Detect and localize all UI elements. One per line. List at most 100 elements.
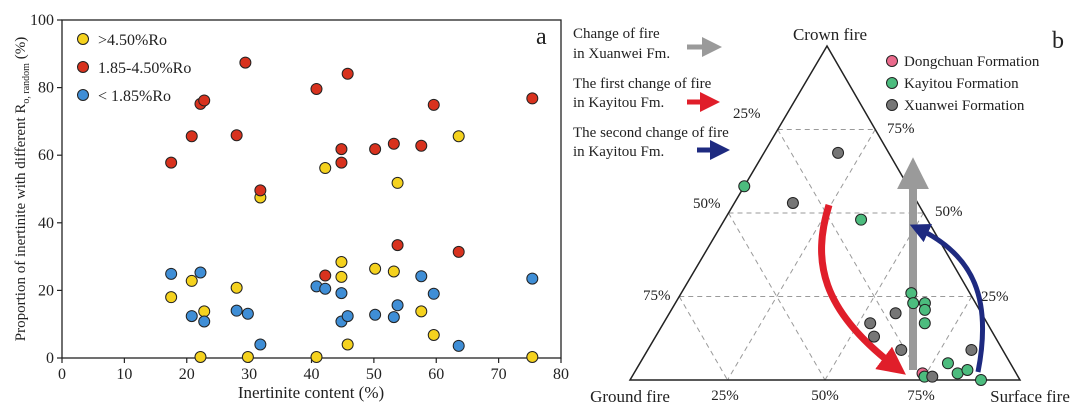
legend-label-low-ro: < 1.85%Ro	[98, 88, 171, 105]
scatter-point-series-0	[165, 291, 178, 304]
legend-marker-mid-ro	[77, 61, 89, 73]
x-tick-label: 80	[553, 366, 569, 383]
left-edge-tick-25: 25%	[733, 106, 761, 122]
scatter-point-series-2	[319, 282, 332, 295]
scatter-point-series-0	[319, 162, 332, 175]
ternary-grid-line	[727, 129, 876, 381]
scatter-point-series-1	[452, 245, 465, 258]
legend-label-high-ro: >4.50%Ro	[98, 32, 167, 49]
x-tick-label: 30	[241, 366, 257, 383]
scatter-point-series-2	[230, 304, 243, 317]
scatter-point-series-2	[427, 287, 440, 300]
y-tick-label: 60	[38, 147, 54, 164]
scatter-point-series-1	[198, 94, 211, 107]
scatter-point-series-0	[310, 350, 323, 363]
scatter-point-series-2	[335, 287, 348, 300]
panel-a-points	[165, 56, 539, 363]
x-tick-label: 40	[304, 366, 320, 383]
annotation-xuanwei-line-2: in Xuanwei Fm.	[573, 46, 670, 62]
panel-b: b Crown fire Ground fire Surface fire 25…	[573, 25, 1070, 405]
x-tick-label: 10	[116, 366, 132, 383]
y-axis-label-subscript: o, random	[21, 63, 32, 104]
ternary-point-series-1	[918, 303, 931, 316]
panel-a-y-axis-label: Proportion of inertinite with different …	[13, 37, 32, 341]
ternary-grid	[678, 129, 973, 381]
ternary-grid-line	[777, 129, 923, 381]
ternary-point-series-2	[965, 343, 978, 356]
legend-label-kayitou: Kayitou Formation	[904, 76, 1019, 92]
scatter-point-series-0	[341, 338, 354, 351]
scatter-point-series-2	[369, 308, 382, 321]
y-tick-label: 20	[38, 282, 54, 299]
legend-marker-high-ro	[77, 33, 89, 45]
scatter-point-series-0	[230, 281, 243, 294]
ternary-point-series-1	[975, 374, 987, 386]
scatter-point-series-1	[387, 137, 400, 150]
x-tick-label: 20	[179, 366, 195, 383]
ternary-triangle	[628, 44, 1022, 381]
ternary-point-series-2	[832, 146, 845, 159]
panel-a-label: a	[536, 24, 547, 50]
scatter-point-series-1	[319, 269, 332, 282]
scatter-point-series-1	[230, 129, 243, 142]
scatter-point-series-1	[310, 82, 323, 95]
y-tick-label: 100	[30, 12, 54, 29]
scatter-point-series-0	[198, 305, 211, 318]
vertex-label-ground-fire: Ground fire	[590, 387, 670, 405]
ternary-point-series-1	[738, 180, 751, 193]
scatter-point-series-1	[427, 98, 440, 111]
legend-marker-dongchuan	[886, 55, 898, 67]
legend-label-mid-ro: 1.85-4.50%Ro	[98, 60, 191, 77]
scatter-point-series-0	[526, 350, 539, 363]
x-tick-label: 50	[366, 366, 382, 383]
legend-label-dongchuan: Dongchuan Formation	[904, 54, 1040, 70]
x-tick-label: 70	[491, 366, 507, 383]
y-axis-label-unit: (%)	[13, 37, 29, 63]
scatter-point-series-2	[165, 267, 178, 280]
scatter-point-series-1	[185, 130, 198, 143]
panel-b-label: b	[1052, 28, 1064, 54]
y-tick-label: 0	[46, 350, 54, 367]
panel-a-legend: >4.50%Ro 1.85-4.50%Ro < 1.85%Ro	[77, 32, 191, 105]
left-edge-tick-75: 75%	[643, 288, 671, 304]
scatter-point-series-1	[526, 92, 539, 105]
left-edge-tick-50: 50%	[693, 196, 721, 212]
scatter-point-series-2	[198, 315, 211, 328]
scatter-point-series-0	[387, 265, 400, 278]
scatter-point-series-0	[369, 262, 382, 275]
vertex-label-crown-fire: Crown fire	[793, 25, 867, 44]
scatter-point-series-2	[415, 270, 428, 283]
annotation-first-line-2: in Kayitou Fm.	[573, 95, 664, 111]
scatter-point-series-1	[415, 139, 428, 152]
scatter-point-series-0	[185, 274, 198, 287]
x-tick-label: 60	[428, 366, 444, 383]
annotation-first-line-1: The first change of fire	[573, 76, 712, 92]
annotation-second-change: The second change of fire in Kayitou Fm.	[573, 125, 730, 160]
ternary-point-series-1	[918, 317, 931, 330]
annotation-first-change: The first change of fire in Kayitou Fm.	[573, 76, 720, 112]
scatter-point-series-0	[391, 176, 404, 189]
ternary-point-series-2	[864, 317, 877, 330]
panel-a: 0 10 20 30 40 50 60 70 80 0 20 40 60 80 100 a Inertini…	[13, 12, 569, 402]
scatter-point-series-2	[254, 338, 267, 351]
scatter-point-series-1	[254, 184, 267, 197]
annotation-change-xuanwei: Change of fire in Xuanwei Fm.	[573, 26, 722, 62]
scatter-point-series-0	[415, 305, 428, 318]
ternary-point-series-2	[786, 196, 799, 209]
right-edge-tick-50: 50%	[935, 204, 963, 220]
vertex-label-surface-fire: Surface fire	[990, 387, 1070, 405]
x-tick-label: 0	[58, 366, 66, 383]
ternary-point-series-2	[926, 370, 939, 383]
ternary-point-series-1	[905, 287, 918, 300]
ternary-point-series-2	[889, 307, 902, 320]
scatter-point-series-2	[526, 272, 539, 285]
scatter-point-series-2	[185, 310, 198, 323]
scatter-point-series-2	[194, 266, 207, 279]
scatter-point-series-0	[194, 350, 207, 363]
y-tick-label: 40	[38, 215, 54, 232]
scatter-point-series-2	[387, 311, 400, 324]
panel-a-axes: 0 10 20 30 40 50 60 70 80 0 20 40 60 80 100	[30, 12, 569, 383]
scatter-point-series-0	[427, 329, 440, 342]
annotation-second-line-1: The second change of fire	[573, 125, 729, 141]
legend-marker-low-ro	[77, 89, 89, 101]
